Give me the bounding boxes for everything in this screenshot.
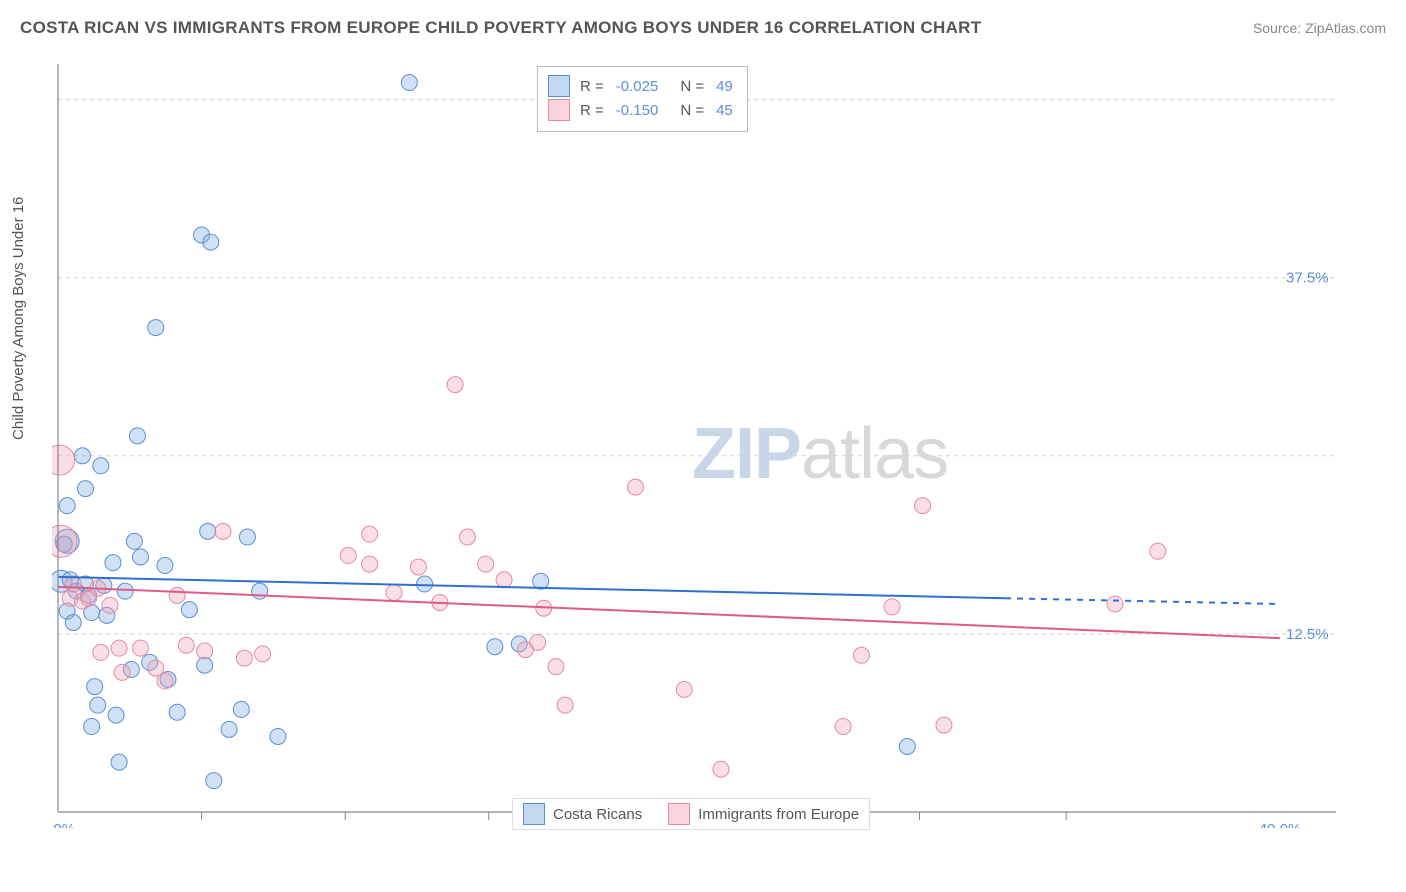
data-point xyxy=(459,529,475,545)
data-point xyxy=(178,637,194,653)
data-point xyxy=(252,583,268,599)
data-point xyxy=(59,498,75,514)
legend-row-pink: R = -0.150 N = 45 xyxy=(548,99,733,121)
data-point xyxy=(169,704,185,720)
data-point xyxy=(362,556,378,572)
data-point xyxy=(627,479,643,495)
header: COSTA RICAN VS IMMIGRANTS FROM EUROPE CH… xyxy=(20,18,1386,38)
data-point xyxy=(557,697,573,713)
data-point xyxy=(487,639,503,655)
data-point xyxy=(884,599,900,615)
data-point xyxy=(114,664,130,680)
data-point xyxy=(52,525,77,557)
data-point xyxy=(148,320,164,336)
data-point xyxy=(713,761,729,777)
data-point xyxy=(126,533,142,549)
data-point xyxy=(65,576,81,592)
swatch-blue xyxy=(523,803,545,825)
chart-title: COSTA RICAN VS IMMIGRANTS FROM EUROPE CH… xyxy=(20,18,981,38)
data-point xyxy=(105,555,121,571)
data-point xyxy=(386,585,402,601)
swatch-pink xyxy=(668,803,690,825)
data-point xyxy=(236,650,252,666)
data-point xyxy=(157,673,173,689)
data-point xyxy=(93,458,109,474)
data-point xyxy=(102,597,118,613)
svg-text:37.5%: 37.5% xyxy=(1286,270,1329,287)
source-credit: Source: ZipAtlas.com xyxy=(1253,20,1386,36)
series-legend: Costa Ricans Immigrants from Europe xyxy=(512,798,870,830)
trend-line-blue xyxy=(58,577,1005,598)
chart-svg: 12.5% 37.5% ZIPatlas 0.0% 40.0% xyxy=(52,58,1342,828)
data-point xyxy=(340,548,356,564)
data-point xyxy=(197,643,213,659)
data-point xyxy=(1150,543,1166,559)
svg-text:0.0%: 0.0% xyxy=(52,821,75,828)
data-point xyxy=(270,728,286,744)
data-point xyxy=(52,445,75,475)
data-point xyxy=(853,647,869,663)
data-point xyxy=(65,615,81,631)
legend-row-blue: R = -0.025 N = 49 xyxy=(548,75,733,97)
data-point xyxy=(90,697,106,713)
data-point xyxy=(1107,596,1123,612)
data-point xyxy=(936,717,952,733)
data-point xyxy=(215,523,231,539)
data-point xyxy=(221,721,237,737)
svg-text:40.0%: 40.0% xyxy=(1259,821,1302,828)
correlation-legend: R = -0.025 N = 49 R = -0.150 N = 45 xyxy=(537,66,748,132)
data-point xyxy=(548,659,564,675)
data-point xyxy=(84,719,100,735)
svg-text:ZIPatlas: ZIPatlas xyxy=(692,414,948,494)
data-point xyxy=(447,377,463,393)
legend-item-europe: Immigrants from Europe xyxy=(668,803,859,825)
data-point xyxy=(87,679,103,695)
data-point xyxy=(181,602,197,618)
data-point xyxy=(239,529,255,545)
data-point xyxy=(362,526,378,542)
legend-item-costa-ricans: Costa Ricans xyxy=(523,803,642,825)
data-point xyxy=(132,549,148,565)
data-point xyxy=(77,481,93,497)
data-point xyxy=(203,234,219,250)
data-point xyxy=(157,558,173,574)
data-point xyxy=(915,498,931,514)
data-point xyxy=(169,587,185,603)
data-point xyxy=(478,556,494,572)
data-point xyxy=(410,559,426,575)
data-point xyxy=(206,773,222,789)
data-point xyxy=(676,681,692,697)
data-point xyxy=(233,701,249,717)
trend-line-pink xyxy=(58,587,1280,638)
data-point xyxy=(197,657,213,673)
trend-line-blue-extrapolated xyxy=(1005,598,1280,604)
data-point xyxy=(93,644,109,660)
data-point xyxy=(835,719,851,735)
data-point xyxy=(255,646,271,662)
y-axis-label: Child Poverty Among Boys Under 16 xyxy=(10,197,27,440)
data-point xyxy=(117,583,133,599)
data-point xyxy=(111,754,127,770)
data-point xyxy=(132,640,148,656)
data-point xyxy=(108,707,124,723)
swatch-blue xyxy=(548,75,570,97)
data-point xyxy=(401,75,417,91)
scatter-chart: 12.5% 37.5% ZIPatlas 0.0% 40.0% R = -0.025 N… xyxy=(52,58,1342,828)
data-point xyxy=(74,448,90,464)
data-point xyxy=(417,576,433,592)
data-point xyxy=(496,572,512,588)
data-point xyxy=(111,640,127,656)
svg-text:12.5%: 12.5% xyxy=(1286,626,1329,643)
data-point xyxy=(530,634,546,650)
data-point xyxy=(129,428,145,444)
swatch-pink xyxy=(548,99,570,121)
data-point xyxy=(899,738,915,754)
data-point xyxy=(200,523,216,539)
